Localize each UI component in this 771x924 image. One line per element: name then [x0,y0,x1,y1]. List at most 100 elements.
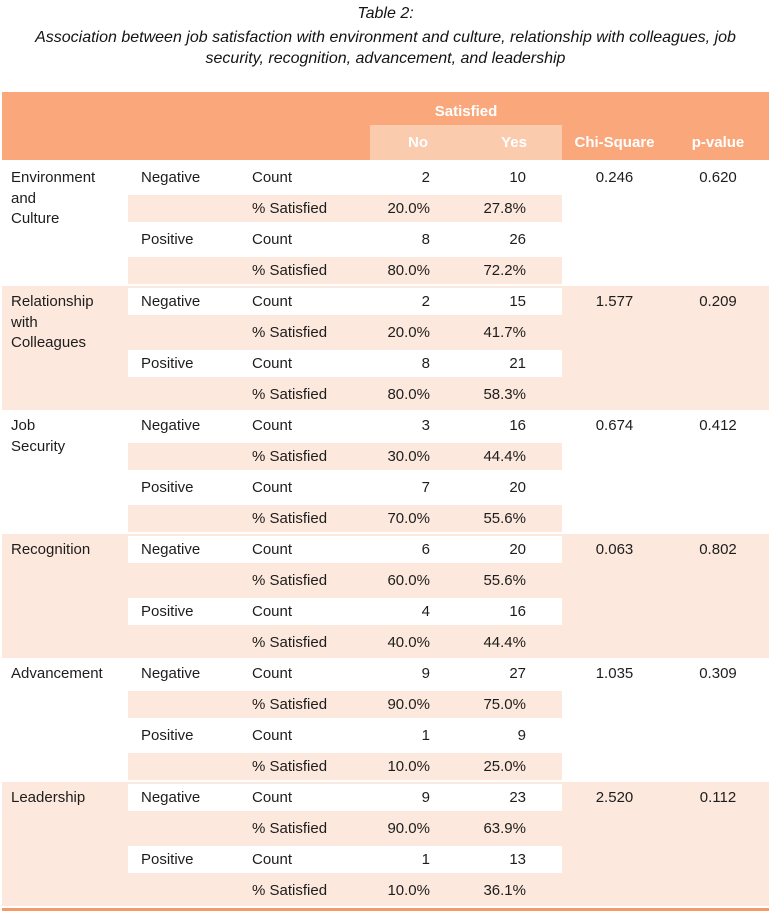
metric-label: % Satisfied [252,324,328,341]
table-row: % Satisfied 30.0% 44.4% [2,441,769,472]
statistics-table: Satisfied No Yes Chi-Square p-value Envi… [2,92,769,911]
table-row: Positive Count 1 9 [2,720,769,751]
factor-label: Relationship with Colleagues [11,293,94,352]
metric-label: Count [252,417,293,434]
metric-label: % Satisfied [252,882,328,899]
factor-label: Environment and Culture [11,169,96,228]
table-subtitle: Association between job satisfaction wit… [35,29,736,68]
level-label [128,565,244,596]
level-label: Positive [141,603,194,620]
level-label: Negative [141,541,201,558]
header-chi-square: Chi-Square [574,134,655,151]
table-body: Environment and Culture 0.246 0.620 Negativ… [2,162,769,906]
no-value: 90.0% [387,820,430,837]
level-label [128,627,244,658]
no-value: 90.0% [387,696,430,713]
yes-value: 58.3% [483,386,526,403]
table-row: % Satisfied 20.0% 41.7% [2,317,769,348]
chi-square-value: 1.577 [595,293,634,310]
factor-label: Recognition [11,541,91,558]
factor-group: Job Security 0.674 0.412 Negative Count 3 16 % … [2,410,769,534]
table-row: Negative Count 2 10 [2,162,769,193]
no-value: 9 [421,665,430,682]
level-label: Negative [141,169,201,186]
metric-label: Count [252,541,293,558]
level-label: Positive [141,727,194,744]
yes-value: 20 [509,479,526,496]
metric-label: % Satisfied [252,386,328,403]
table-row: % Satisfied 20.0% 27.8% [2,193,769,224]
level-label [128,193,244,224]
factor-label: Job Security [11,417,66,455]
yes-value: 55.6% [483,510,526,527]
table-row: Positive Count 4 16 [2,596,769,627]
table-row: % Satisfied 70.0% 55.6% [2,503,769,534]
metric-label: % Satisfied [252,820,328,837]
yes-value: 20 [509,541,526,558]
table-row: Positive Count 8 21 [2,348,769,379]
table-row: Negative Count 2 15 [2,286,769,317]
metric-label: Count [252,851,293,868]
level-label [128,255,244,286]
metric-label: % Satisfied [252,572,328,589]
p-value: 0.412 [699,417,737,434]
metric-label: Count [252,727,293,744]
yes-value: 16 [509,603,526,620]
no-value: 80.0% [387,262,430,279]
level-label [128,813,244,844]
header-satisfied: Satisfied [434,103,498,120]
table-title: Table 2: [357,5,414,22]
metric-label: Count [252,355,293,372]
header-no-yes-box [370,125,562,160]
metric-label: % Satisfied [252,200,328,217]
yes-value: 15 [509,293,526,310]
table-row: Negative Count 6 20 [2,534,769,565]
yes-value: 63.9% [483,820,526,837]
no-value: 2 [421,169,430,186]
p-value: 0.802 [699,541,737,558]
metric-label: Count [252,479,293,496]
yes-value: 55.6% [483,572,526,589]
factor-group: Advancement 1.035 0.309 Negative Count 9 27 % S… [2,658,769,782]
table-row: % Satisfied 80.0% 72.2% [2,255,769,286]
yes-value: 72.2% [483,262,526,279]
level-label [128,875,244,906]
metric-label: Count [252,789,293,806]
table-row: Negative Count 3 16 [2,410,769,441]
yes-value: 25.0% [483,758,526,775]
level-label: Positive [141,355,194,372]
factor-group: Relationship with Colleagues 1.577 0.209 Ne… [2,286,769,410]
p-value: 0.112 [699,789,737,806]
no-value: 8 [421,355,430,372]
no-value: 1 [421,851,430,868]
p-value: 0.209 [699,293,737,310]
table-row: % Satisfied 90.0% 75.0% [2,689,769,720]
metric-label: Count [252,169,293,186]
factor-group: Leadership 2.520 0.112 Negative Count 9 23 % Sa… [2,782,769,906]
level-label: Positive [141,231,194,248]
no-value: 1 [421,727,430,744]
no-value: 6 [421,541,430,558]
metric-label: % Satisfied [252,262,328,279]
factor-label: Advancement [11,665,103,682]
metric-label: Count [252,293,293,310]
no-value: 80.0% [387,386,430,403]
level-label [128,751,244,782]
table-row: % Satisfied 90.0% 63.9% [2,813,769,844]
table-row: % Satisfied 10.0% 36.1% [2,875,769,906]
table-row: Positive Count 1 13 [2,844,769,875]
yes-value: 27 [509,665,526,682]
level-label: Positive [141,851,194,868]
table-row: Negative Count 9 23 [2,782,769,813]
metric-label: % Satisfied [252,758,328,775]
table-row: % Satisfied 60.0% 55.6% [2,565,769,596]
level-label [128,317,244,348]
factor-label: Leadership [11,789,86,806]
table-row: % Satisfied 40.0% 44.4% [2,627,769,658]
no-value: 20.0% [387,324,430,341]
no-value: 70.0% [387,510,430,527]
level-label: Negative [141,789,201,806]
no-value: 40.0% [387,634,430,651]
chi-square-value: 0.063 [595,541,634,558]
level-label [128,503,244,534]
